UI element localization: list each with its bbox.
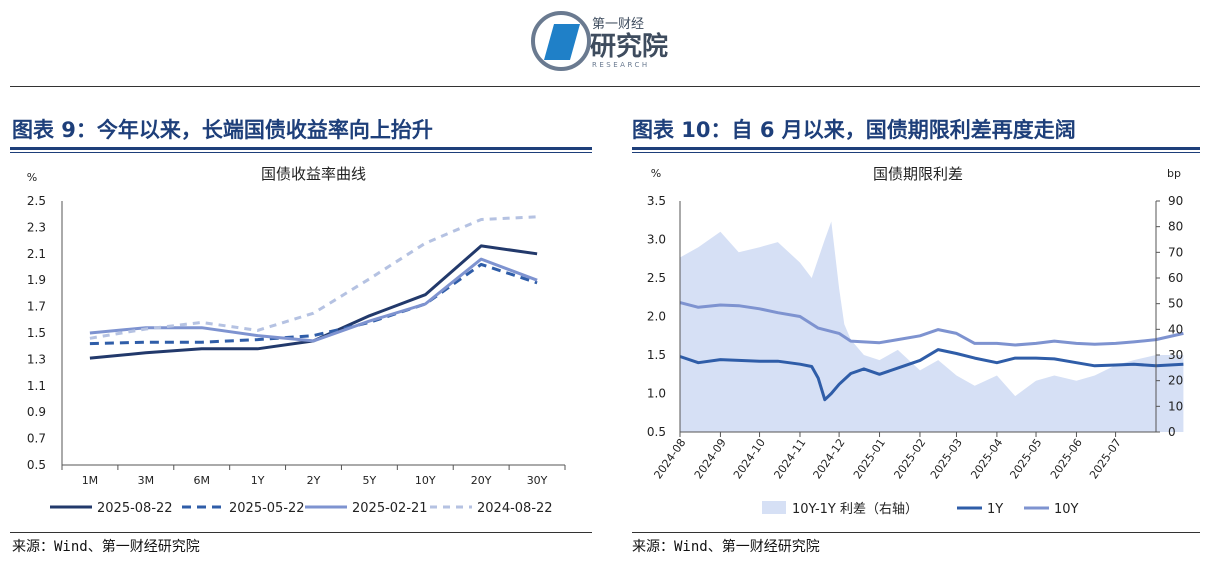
x-tick-label: 1M <box>82 474 99 487</box>
y-tick-label: 1.9 <box>27 273 46 287</box>
y-tick-label: 1.5 <box>27 326 46 340</box>
y-tick-label-right: 40 <box>1168 322 1183 336</box>
y-tick-label-right: 70 <box>1168 245 1183 259</box>
x-tick-label: 2024-09 <box>692 436 729 481</box>
left-title-rule-thin <box>10 152 592 153</box>
left-source-note: 来源：Wind、第一财经研究院 <box>12 539 200 555</box>
y-tick-label-left: 1.0 <box>647 387 666 401</box>
y-tick-label: 2.1 <box>27 247 46 261</box>
left-title-rule <box>10 147 592 150</box>
y-tick-label-right: 50 <box>1168 297 1183 311</box>
series-line-2025-05-22 <box>89 262 538 346</box>
x-tick-label: 2025-03 <box>928 436 965 481</box>
logo-main-text: 研究院 <box>590 31 668 62</box>
y-tick-label: 0.5 <box>27 458 46 472</box>
chart-title: 国债收益率曲线 <box>261 165 366 183</box>
y-tick-label: 1.3 <box>27 352 46 366</box>
left-figure-title: 图表 9：今年以来，长端国债收益率向上抬升 <box>12 118 433 142</box>
x-tick-label: 2025-05 <box>1007 436 1044 481</box>
x-tick-label: 10Y <box>415 474 436 487</box>
x-tick-label: 2Y <box>307 474 321 487</box>
left-bottom-rule <box>10 532 592 533</box>
y-tick-label-right: 80 <box>1168 220 1183 234</box>
y-axis-unit: % <box>27 171 37 184</box>
chart-title: 国债期限利差 <box>873 165 963 183</box>
y-tick-label: 0.9 <box>27 405 46 419</box>
x-tick-label: 2024-12 <box>811 436 848 481</box>
x-tick-label: 6M <box>193 474 210 487</box>
series-line-1Y <box>679 348 1184 402</box>
yield-curve-chart: 国债收益率曲线% 0.5 0.7 0.9 1.1 1.3 1.5 1.7 1.9 2.1 2.3 2.… <box>27 165 566 516</box>
y-tick-label-left: 3.5 <box>647 194 666 208</box>
y-tick-label-right: 60 <box>1168 271 1183 285</box>
legend-label-spread: 10Y-1Y 利差（右轴） <box>792 502 918 517</box>
right-title-rule <box>632 147 1200 150</box>
x-tick-label: 2024-10 <box>731 436 768 481</box>
x-tick-label: 5Y <box>363 474 377 487</box>
legend-label-2025-02-21: 2025-02-21 <box>352 501 428 516</box>
legend-label-2025-08-22: 2025-08-22 <box>97 501 173 516</box>
header-divider <box>10 86 1200 87</box>
y-tick-label-left: 2.5 <box>647 271 666 285</box>
x-tick-label: 2024-11 <box>771 436 808 481</box>
y-tick-label-left: 0.5 <box>647 425 666 439</box>
x-tick-label: 20Y <box>471 474 492 487</box>
right-title-rule-thin <box>632 152 1200 153</box>
y-tick-label: 2.5 <box>27 194 46 208</box>
legend-label-2024-08-22: 2024-08-22 <box>477 501 553 516</box>
x-tick-label: 1Y <box>251 474 265 487</box>
x-tick-label: 2025-04 <box>968 436 1005 481</box>
logo-mark <box>544 24 580 60</box>
logo-top-text: 第一财经 <box>592 17 644 32</box>
series-area-10y-1y-spread <box>680 221 1184 432</box>
research-institute-logo: 第一财经 研究院 RESEARCH <box>531 11 668 71</box>
right-bottom-rule <box>632 532 1200 533</box>
y-axis-unit-left: % <box>651 167 661 180</box>
y-tick-label-right: 0 <box>1168 425 1176 439</box>
x-tick-label: 2025-06 <box>1048 436 1085 481</box>
x-tick-label: 30Y <box>527 474 548 487</box>
y-tick-label: 0.7 <box>27 432 46 446</box>
logo-sub-text: RESEARCH <box>592 61 650 69</box>
y-tick-label: 1.7 <box>27 300 46 314</box>
right-source-note: 来源：Wind、第一财经研究院 <box>632 539 820 555</box>
x-tick-label: 2025-07 <box>1087 436 1124 481</box>
series-line-2024-08-22 <box>89 215 538 340</box>
y-tick-label-right: 90 <box>1168 194 1183 208</box>
x-tick-label: 2024-08 <box>651 436 688 481</box>
legend-label-1y: 1Y <box>987 502 1003 517</box>
legend-label-10y: 10Y <box>1054 502 1079 517</box>
y-axis-unit-right: bp <box>1167 167 1181 180</box>
y-tick-label: 1.1 <box>27 379 46 393</box>
series-line-10Y <box>679 301 1184 347</box>
y-tick-label-left: 3.0 <box>647 233 666 247</box>
y-tick-label-right: 20 <box>1168 374 1183 388</box>
series-line-2025-02-21 <box>89 257 538 343</box>
x-tick-label: 3M <box>138 474 155 487</box>
y-tick-label-right: 30 <box>1168 348 1183 362</box>
legend-swatch-spread <box>762 501 786 514</box>
y-tick-label-right: 10 <box>1168 399 1183 413</box>
x-tick-label: 2025-01 <box>851 436 888 481</box>
y-tick-label-left: 2.0 <box>647 310 666 324</box>
term-spread-chart: 国债期限利差% bp 0.5 1.0 1.5 2.0 2.5 3.0 3.5 0 10 20 30 40 5… <box>647 165 1184 517</box>
legend-label-2025-05-22: 2025-05-22 <box>229 501 305 516</box>
x-tick-label: 2025-02 <box>891 436 928 481</box>
right-figure-title: 图表 10：自 6 月以来，国债期限利差再度走阔 <box>632 118 1076 142</box>
y-tick-label-left: 1.5 <box>647 348 666 362</box>
y-tick-label: 2.3 <box>27 220 46 234</box>
